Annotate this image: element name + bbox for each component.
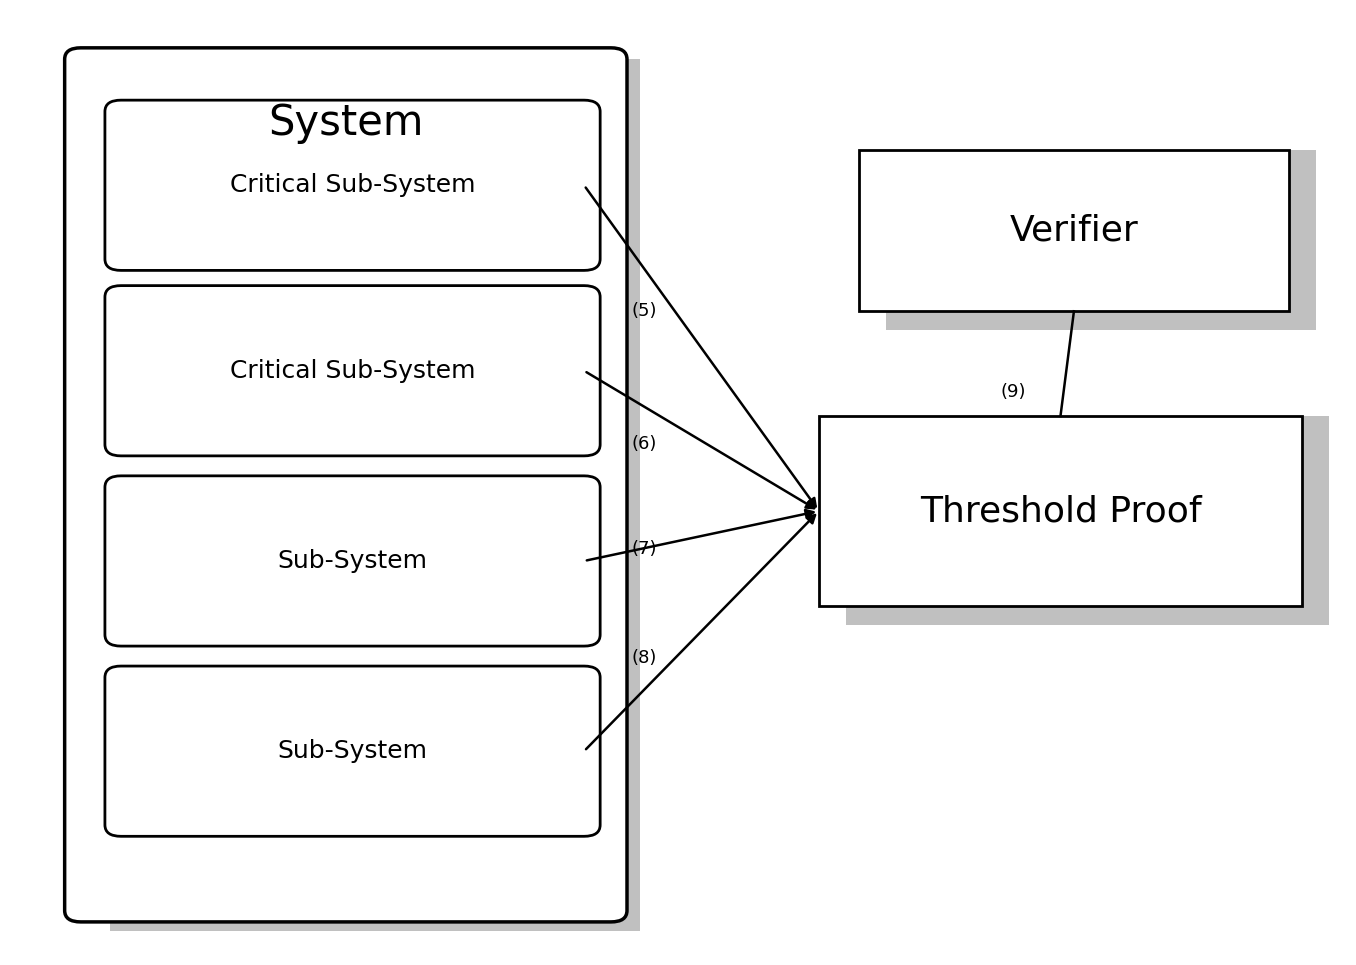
Text: Sub-System: Sub-System <box>278 549 427 573</box>
Text: Critical Sub-System: Critical Sub-System <box>229 359 476 383</box>
Text: (5): (5) <box>631 302 656 320</box>
Bar <box>860 150 1288 312</box>
Text: Threshold Proof: Threshold Proof <box>919 494 1201 528</box>
Bar <box>1288 150 1315 330</box>
Text: System: System <box>268 102 423 144</box>
Text: (9): (9) <box>1001 383 1025 401</box>
Bar <box>110 911 640 931</box>
Text: Sub-System: Sub-System <box>278 739 427 763</box>
Text: Critical Sub-System: Critical Sub-System <box>229 174 476 197</box>
FancyBboxPatch shape <box>65 48 626 922</box>
Bar <box>1302 416 1329 625</box>
Text: (6): (6) <box>631 435 656 454</box>
FancyBboxPatch shape <box>104 286 601 455</box>
Text: (8): (8) <box>631 649 656 668</box>
Bar <box>885 312 1315 330</box>
Text: Verifier: Verifier <box>1010 213 1138 247</box>
Bar <box>612 59 640 931</box>
FancyBboxPatch shape <box>104 100 601 270</box>
FancyBboxPatch shape <box>104 666 601 837</box>
Bar <box>819 416 1302 606</box>
FancyBboxPatch shape <box>104 476 601 647</box>
Text: (7): (7) <box>631 540 656 558</box>
Bar <box>846 606 1329 625</box>
